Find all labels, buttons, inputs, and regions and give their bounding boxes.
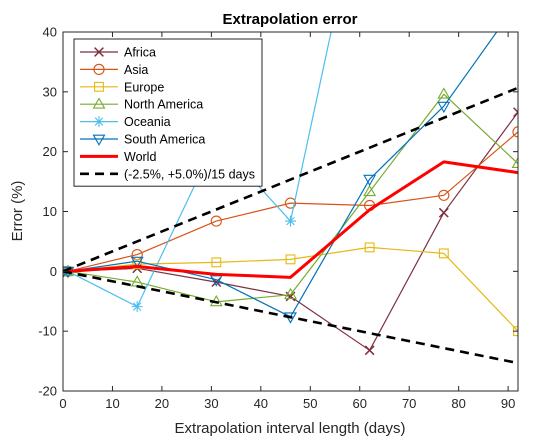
- y-tick-label: -20: [38, 384, 57, 399]
- series-2-5-5-0-15-days: [63, 86, 518, 273]
- legend-label: North America: [124, 98, 203, 112]
- legend-item-africa: Africa: [80, 46, 156, 60]
- legend-marker: [92, 97, 106, 109]
- series-world: [63, 160, 518, 279]
- legend-label: World: [124, 150, 156, 164]
- legend-item-europe: Europe: [80, 80, 164, 94]
- y-tick-label: 0: [50, 264, 57, 279]
- series-line-2-5-5-0-15-days: [63, 86, 518, 273]
- legend-item-asia: Asia: [80, 63, 148, 77]
- series-line-reference-bound-8: [63, 270, 518, 365]
- legend-label: South America: [124, 133, 205, 147]
- y-tick-label: 40: [43, 25, 57, 40]
- x-tick-label: 80: [451, 396, 465, 411]
- data-point-south-america: [363, 174, 377, 187]
- legend-label: Asia: [124, 63, 148, 77]
- series-line-asia: [63, 131, 518, 272]
- chart-title: Extrapolation error: [222, 11, 357, 28]
- series-reference-bound-8: [63, 270, 518, 365]
- y-axis-label: Error (%): [9, 181, 26, 242]
- data-point-europe: [438, 248, 449, 259]
- x-tick-label: 30: [204, 396, 218, 411]
- legend-marker: [93, 63, 105, 76]
- y-tick-label: -10: [38, 324, 57, 339]
- y-tick-label: 30: [43, 84, 57, 99]
- x-tick-label: 10: [105, 396, 119, 411]
- x-tick-label: 60: [353, 396, 367, 411]
- data-point-south-america: [209, 275, 223, 287]
- data-point-north-america: [363, 184, 377, 197]
- data-point-north-america: [437, 87, 451, 99]
- x-tick-label: 0: [59, 396, 66, 411]
- legend-label: Africa: [124, 46, 156, 60]
- data-point-europe: [285, 254, 296, 265]
- data-point-asia: [284, 197, 297, 209]
- data-point-north-america: [284, 287, 297, 300]
- legend-marker: [93, 116, 105, 128]
- x-tick-label: 50: [303, 396, 317, 411]
- legend-item-oceania: Oceania: [80, 115, 171, 129]
- data-point-asia: [210, 215, 222, 227]
- legend-label: Oceania: [124, 115, 171, 129]
- series-line-world: [63, 160, 518, 279]
- data-point-oceania: [285, 215, 296, 227]
- y-tick-label: 20: [43, 144, 57, 159]
- x-axis-label: Extrapolation interval length (days): [175, 420, 406, 437]
- legend-marker: [94, 81, 104, 92]
- data-point-europe: [132, 259, 143, 270]
- legend: Africa Asia Europe North America Oceania Sout…: [73, 38, 263, 187]
- legend-marker: [94, 47, 104, 57]
- legend-item-world: World: [80, 150, 156, 164]
- data-point-europe: [211, 257, 222, 268]
- data-point-africa: [513, 107, 518, 118]
- data-point-europe: [364, 242, 375, 253]
- data-point-south-america: [437, 101, 451, 114]
- data-point-africa: [438, 207, 449, 218]
- x-tick-label: 40: [254, 396, 268, 411]
- x-tick-label: 70: [402, 396, 416, 411]
- legend-label: (-2.5%, +5.0%)/15 days: [124, 167, 255, 181]
- legend-item-north-america: North America: [80, 97, 203, 112]
- data-point-africa: [364, 345, 375, 356]
- data-point-south-america: [130, 256, 144, 269]
- data-point-oceania: [131, 301, 143, 313]
- data-point-north-america: [511, 156, 518, 169]
- legend-item-2-5-5-0-15-days: (-2.5%, +5.0%)/15 days: [80, 167, 255, 181]
- y-tick-label: 10: [43, 204, 57, 219]
- legend-box: [73, 38, 263, 187]
- legend-item-south-america: South America: [80, 133, 205, 147]
- legend-marker: [92, 134, 106, 146]
- data-point-asia: [512, 126, 518, 138]
- x-tick-label: 90: [501, 396, 515, 411]
- x-tick-label: 20: [155, 396, 169, 411]
- data-point-asia: [438, 189, 450, 201]
- legend-label: Europe: [124, 80, 164, 94]
